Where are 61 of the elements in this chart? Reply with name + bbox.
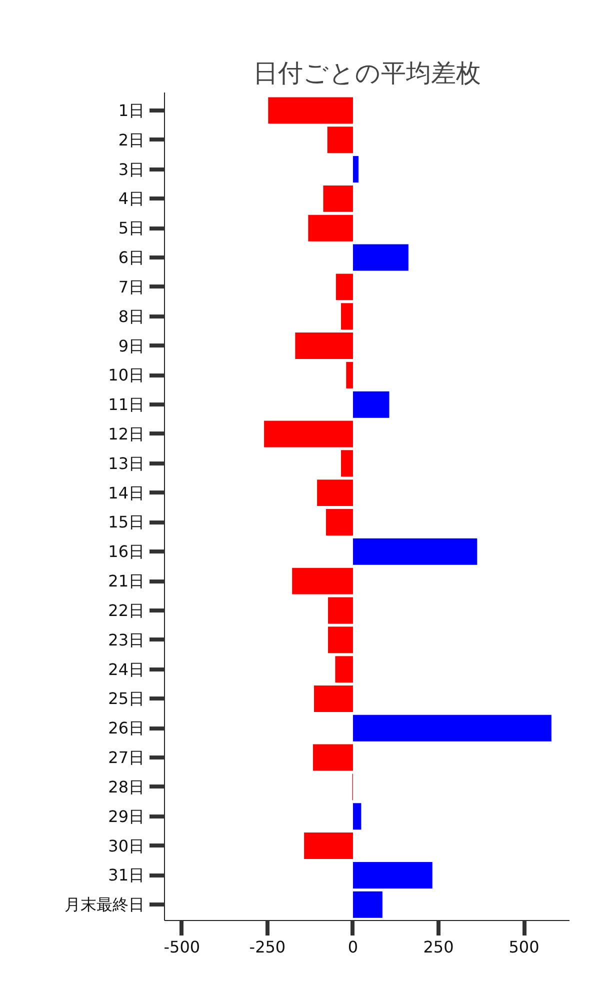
y-tick-label: 6日 <box>118 248 145 268</box>
y-tick-label: 7日 <box>118 277 145 296</box>
y-tick-label: 22日 <box>108 600 144 620</box>
bar <box>323 185 353 212</box>
y-tick-label: 21日 <box>108 572 144 591</box>
y-tick-label: 26日 <box>108 718 144 738</box>
chart-title: 日付ごとの平均差枚 <box>253 58 481 88</box>
bar <box>317 480 353 506</box>
bar <box>335 656 353 683</box>
y-tick-label: 13日 <box>108 454 144 473</box>
bar <box>268 97 353 124</box>
y-tick-label: 3日 <box>118 160 145 179</box>
bar <box>352 862 432 888</box>
y-tick-label: 12日 <box>108 424 144 444</box>
y-tick-label: 28日 <box>108 777 144 796</box>
bar <box>264 420 353 448</box>
y-tick-label: 4日 <box>118 189 145 208</box>
y-tick-label: 月末最終日 <box>64 895 144 914</box>
y-tick-label: 14日 <box>108 483 144 502</box>
bar <box>326 509 353 536</box>
x-tick-label: -500 <box>164 938 200 956</box>
bar <box>312 744 353 771</box>
bar <box>352 803 362 830</box>
x-tick-label: -250 <box>249 938 286 956</box>
y-tick-label: 30日 <box>108 836 144 856</box>
bar <box>328 626 353 654</box>
bar <box>314 685 353 712</box>
bar <box>346 362 353 388</box>
y-tick-label: 5日 <box>118 218 145 238</box>
bar <box>295 332 353 359</box>
y-tick-label: 25日 <box>108 689 144 708</box>
x-tick-label: 500 <box>508 938 540 956</box>
bar <box>352 538 478 565</box>
y-tick-label: 15日 <box>108 512 144 532</box>
x-tick-label: 0 <box>348 938 358 956</box>
bar <box>352 714 552 742</box>
bar <box>352 891 382 918</box>
y-tick-label: 23日 <box>108 630 144 650</box>
bar <box>341 450 353 477</box>
bar <box>336 274 353 300</box>
y-tick-label: 9日 <box>118 336 145 356</box>
y-tick-label: 10日 <box>108 366 144 385</box>
bar <box>341 303 353 330</box>
bar <box>292 568 353 594</box>
y-tick-label: 24日 <box>108 660 144 679</box>
y-tick-label: 2日 <box>118 130 145 150</box>
y-tick-label: 31日 <box>108 866 144 885</box>
bar <box>327 126 353 154</box>
bar <box>308 214 353 242</box>
bar <box>352 156 358 183</box>
y-tick-label: 1日 <box>118 100 145 120</box>
y-tick-label: 29日 <box>108 806 144 826</box>
y-tick-label: 8日 <box>118 306 145 326</box>
y-tick-label: 16日 <box>108 542 144 562</box>
bar <box>352 391 390 418</box>
y-tick-label: 27日 <box>108 748 144 768</box>
bar <box>352 244 408 271</box>
bar <box>328 597 353 624</box>
y-tick-label: 11日 <box>108 395 144 414</box>
bar <box>304 832 353 860</box>
x-tick-label: 250 <box>423 938 454 956</box>
